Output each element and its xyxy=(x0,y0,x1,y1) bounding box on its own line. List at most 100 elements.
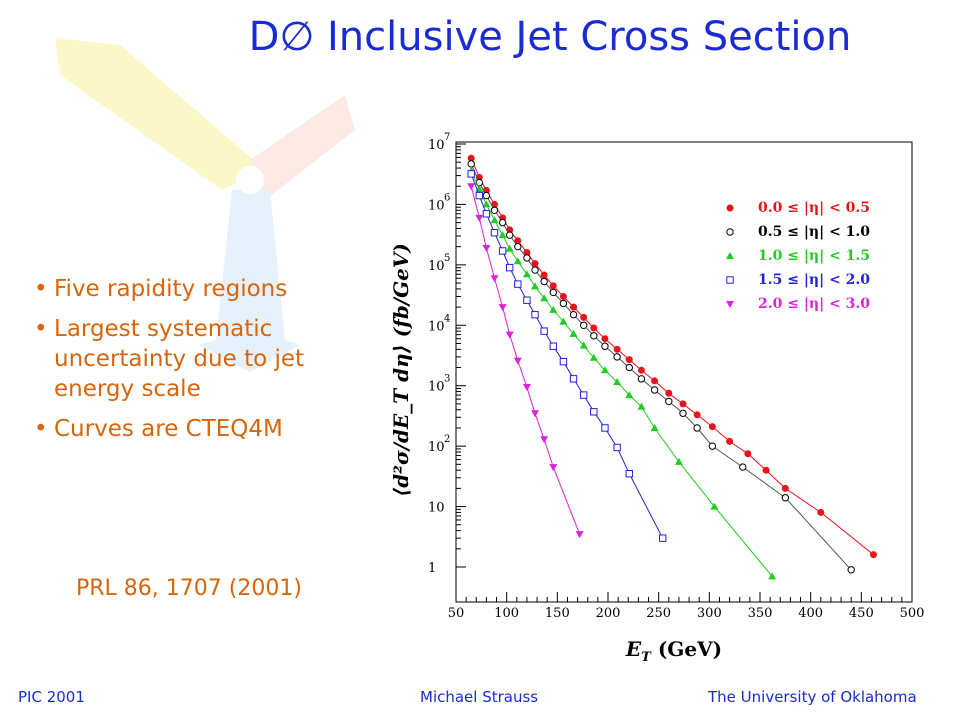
data-point xyxy=(817,508,825,516)
data-point xyxy=(739,463,747,471)
bullet-text: Largest systematic uncertainty due to je… xyxy=(54,316,305,402)
data-point xyxy=(613,345,621,353)
data-point xyxy=(650,423,659,431)
data-point xyxy=(498,218,507,227)
data-point xyxy=(467,160,475,168)
data-point xyxy=(847,566,855,574)
data-point xyxy=(589,353,598,361)
y-tick-exponent: 4 xyxy=(444,313,450,324)
data-point xyxy=(505,331,514,339)
data-point xyxy=(613,378,622,386)
bullet-text: Five rapidity regions xyxy=(54,276,288,302)
data-point xyxy=(490,229,499,237)
data-point xyxy=(726,437,734,445)
bullet-dot: • xyxy=(34,316,48,342)
data-point xyxy=(570,303,578,311)
bullet-list: • Five rapidity regions • Largest systemat… xyxy=(34,274,344,454)
data-point xyxy=(762,466,770,474)
plot-frame xyxy=(455,141,913,603)
data-point xyxy=(549,282,557,290)
data-point xyxy=(505,244,514,252)
legend-entry: 1.0 ≤ |η| < 1.5 xyxy=(726,248,870,264)
data-point xyxy=(693,411,701,419)
y-tick-exponent: 6 xyxy=(444,192,450,203)
y-axis-title: ⟨d²σ/dE_T dη⟩ (fb/GeV) xyxy=(389,243,413,497)
footer-right: The University of Oklahoma xyxy=(708,688,917,706)
bullet-dot: • xyxy=(34,416,48,442)
red-arrow-icon xyxy=(250,95,355,200)
data-point xyxy=(475,214,484,222)
footer-center: Michael Strauss xyxy=(420,688,539,706)
data-point xyxy=(781,484,789,492)
data-point xyxy=(869,551,877,559)
x-tick-label: 250 xyxy=(646,606,671,621)
data-point xyxy=(601,335,609,343)
bullet-item: • Five rapidity regions xyxy=(34,274,344,304)
data-point xyxy=(540,327,548,335)
data-point xyxy=(531,266,539,274)
data-point xyxy=(580,313,588,321)
bullet-dot: • xyxy=(34,276,48,302)
data-point xyxy=(613,353,621,361)
data-point xyxy=(781,494,790,502)
data-point xyxy=(625,469,633,478)
legend-label: 2.0 ≤ |η| < 3.0 xyxy=(758,296,870,312)
data-point xyxy=(708,423,716,431)
data-point xyxy=(522,270,531,278)
y-tick-label: 10 xyxy=(428,440,445,455)
legend-entry: 1.5 ≤ |η| < 2.0 xyxy=(726,272,870,288)
data-point xyxy=(498,231,507,239)
x-tick-label: 300 xyxy=(697,606,722,621)
data-point xyxy=(637,402,646,410)
data-point xyxy=(506,231,514,239)
data-point xyxy=(601,424,609,432)
data-point xyxy=(665,397,673,406)
data-point xyxy=(665,389,673,397)
data-point xyxy=(590,408,598,416)
theory-curve xyxy=(470,186,581,535)
data-point xyxy=(726,204,734,212)
theory-curve xyxy=(470,158,874,556)
data-point xyxy=(590,332,598,340)
page-title: D∅ Inclusive Jet Cross Section xyxy=(248,14,852,60)
data-point xyxy=(590,324,598,332)
y-tick-label: 10 xyxy=(428,138,445,153)
x-axis-title: ET (GeV) xyxy=(625,637,722,665)
data-point xyxy=(569,329,578,337)
data-point xyxy=(482,245,491,253)
data-point xyxy=(637,366,645,374)
y-tick-label: 1 xyxy=(428,561,436,576)
data-point xyxy=(540,436,549,444)
data-point xyxy=(659,534,667,542)
data-point xyxy=(467,170,475,178)
background-logo xyxy=(55,38,355,372)
data-point xyxy=(498,247,507,255)
data-point xyxy=(523,254,531,262)
data-point xyxy=(679,400,687,408)
legend-label: 0.0 ≤ |η| < 0.5 xyxy=(758,200,870,216)
theory-curve xyxy=(470,173,664,539)
data-point xyxy=(531,410,540,418)
data-point xyxy=(559,317,568,325)
legend-label: 1.5 ≤ |η| < 2.0 xyxy=(758,272,870,288)
data-point xyxy=(575,531,584,539)
footer-left: PIC 2001 xyxy=(18,688,85,706)
data-point xyxy=(531,260,539,268)
data-point xyxy=(531,310,539,319)
y-tick-exponent: 7 xyxy=(444,132,450,143)
data-point xyxy=(482,210,491,218)
data-point xyxy=(498,304,507,312)
data-point xyxy=(513,257,522,265)
legend-label: 1.0 ≤ |η| < 1.5 xyxy=(758,248,870,264)
data-point xyxy=(613,443,621,452)
series-group xyxy=(467,154,877,559)
data-point xyxy=(726,228,734,236)
y-tick-exponent: 2 xyxy=(444,434,450,445)
data-point xyxy=(559,299,568,308)
legend-entry: 2.0 ≤ |η| < 3.0 xyxy=(726,296,870,312)
x-tick-label: 200 xyxy=(596,606,621,621)
data-point xyxy=(601,342,609,350)
yellow-arrow-icon xyxy=(55,38,265,190)
y-tick-label: 10 xyxy=(428,319,445,334)
data-point xyxy=(600,366,609,374)
